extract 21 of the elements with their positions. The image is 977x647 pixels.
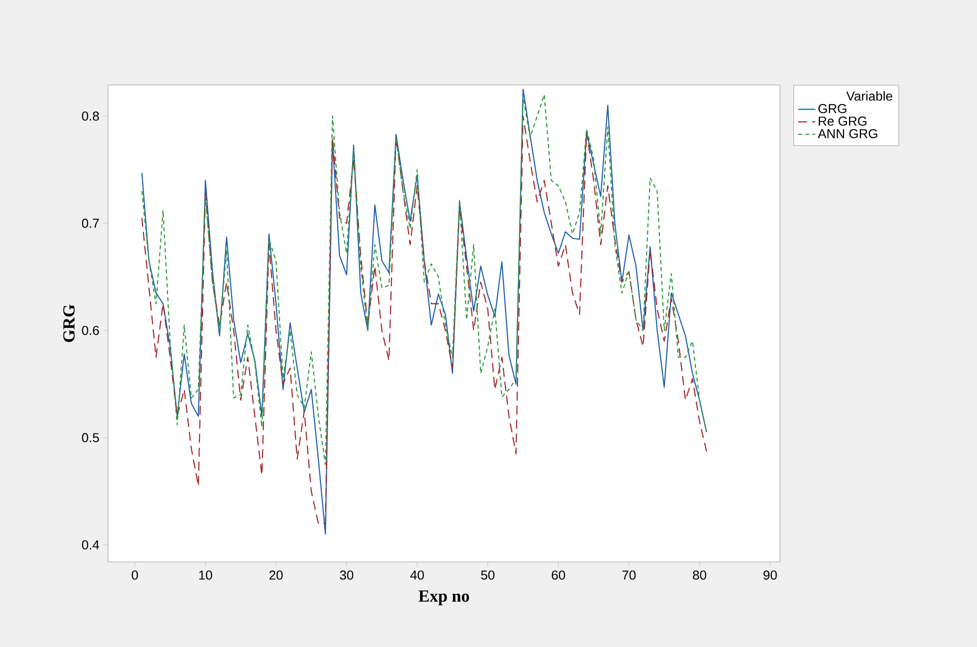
- x-tick-label: 70: [622, 570, 636, 580]
- x-axis-title: Exp no: [418, 590, 470, 606]
- legend-title: Variable: [846, 91, 892, 101]
- y-tick-label: 0.6: [82, 326, 99, 336]
- x-tick-label: 30: [340, 570, 354, 580]
- x-tick-label: 10: [199, 570, 212, 580]
- x-tick-label: 20: [269, 570, 283, 580]
- y-tick-label: 0.8: [82, 111, 99, 121]
- y-tick-label: 0.4: [82, 540, 100, 550]
- x-tick-label: 80: [692, 570, 706, 580]
- x-tick-label: 50: [481, 570, 494, 580]
- legend-label: Re GRG: [818, 116, 866, 126]
- y-tick-label: 0.5: [82, 433, 99, 442]
- legend-label: ANN GRG: [818, 129, 878, 138]
- x-tick-label: 60: [552, 570, 566, 580]
- legend-label: GRG: [818, 104, 846, 114]
- y-tick-label: 0.7: [82, 218, 99, 228]
- x-tick-label: 40: [410, 570, 424, 580]
- x-tick-label: 0: [132, 570, 138, 580]
- x-tick-label: 90: [764, 570, 777, 580]
- y-axis-title: GRG: [63, 304, 75, 342]
